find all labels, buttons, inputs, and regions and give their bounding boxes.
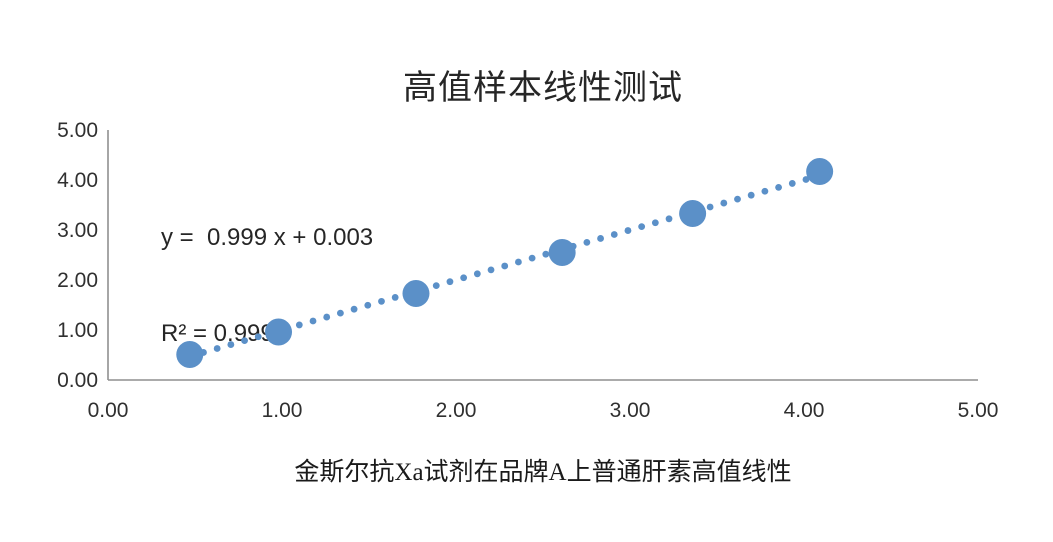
trendline-dot — [309, 317, 317, 325]
trendline-dot — [665, 215, 673, 223]
y-axis-tick-label: 2.00 — [57, 269, 98, 292]
trendline-dot — [747, 191, 755, 199]
trendline-r2-line: R² = 0.999 — [161, 320, 274, 347]
trendline-dot — [542, 250, 550, 258]
trendline-dot — [446, 278, 454, 286]
y-axis-tick-label: 3.00 — [57, 219, 98, 242]
trendline-dot — [460, 274, 468, 282]
x-axis-tick-label: 5.00 — [958, 399, 999, 422]
trendline-dot — [802, 176, 810, 183]
trendline-dot — [323, 313, 331, 321]
trendline-dot — [638, 223, 646, 231]
x-axis-tick-label: 1.00 — [262, 399, 303, 422]
x-axis-tick-label: 3.00 — [610, 399, 651, 422]
data-point-marker — [548, 239, 576, 266]
trendline-equation-line: y = 0.999 x + 0.003 — [161, 224, 374, 251]
trendline-dot — [241, 337, 248, 345]
trendline-dot — [651, 219, 659, 227]
trendline-dot — [720, 199, 728, 207]
trendline-dot — [473, 270, 481, 278]
trendline-equation: y = 0.999 x + 0.003 R² = 0.999 — [161, 158, 373, 414]
trendline-dot — [597, 235, 604, 242]
trendline-dot — [364, 301, 372, 309]
x-axis-tick-label: 0.00 — [88, 399, 129, 422]
trendline-dot — [501, 262, 509, 270]
data-point-marker — [176, 341, 204, 368]
data-point-marker — [679, 200, 707, 227]
trendline-dot — [610, 231, 618, 238]
trendline-dot — [337, 309, 344, 317]
trendline-dot — [624, 227, 632, 234]
x-axis-tick-label: 2.00 — [436, 399, 477, 422]
trendline-dot — [528, 254, 536, 262]
trendline-dot — [295, 321, 303, 329]
trendline-dot — [350, 305, 358, 313]
x-axis-tick-label: 4.00 — [784, 399, 825, 422]
trendline-dot — [515, 258, 522, 266]
trendline-dot — [706, 203, 714, 211]
trendline-dot — [734, 195, 741, 203]
data-point-marker — [806, 158, 834, 185]
trendline-dot — [583, 238, 591, 246]
trendline-dot — [788, 180, 796, 187]
y-axis-tick-label: 1.00 — [57, 319, 98, 342]
trendline-dot — [213, 345, 221, 352]
trendline-dot — [775, 183, 782, 191]
data-point-marker — [265, 318, 293, 346]
trendline-dot — [761, 187, 769, 195]
chart-caption: 金斯尔抗Xa试剂在品牌A上普通肝素高值线性 — [294, 459, 792, 486]
y-axis-tick-label: 0.00 — [57, 369, 98, 392]
trendline-dot — [378, 297, 385, 305]
trendline-dot — [432, 282, 440, 290]
y-axis-tick-label: 4.00 — [57, 169, 98, 192]
trendline-dot — [391, 294, 399, 301]
y-axis-tick-label: 5.00 — [57, 119, 98, 142]
trendline-dot — [487, 266, 495, 274]
trendline-dot — [254, 333, 262, 341]
trendline-dot — [227, 341, 235, 348]
chart-title: 高值样本线性测试 — [403, 69, 683, 107]
data-point-marker — [402, 280, 430, 307]
